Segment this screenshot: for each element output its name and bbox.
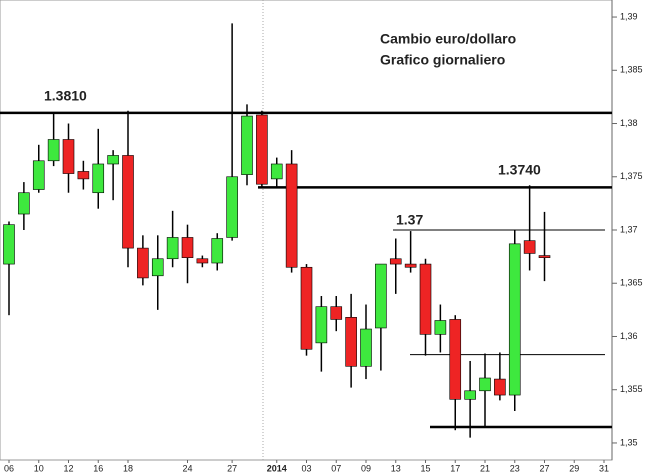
- y-tick-label: 1,38: [620, 118, 638, 128]
- candle-body: [256, 114, 268, 185]
- x-tick-label: 31: [599, 463, 609, 473]
- y-tick-label: 1,355: [620, 384, 643, 394]
- x-tick-label: 15: [420, 463, 430, 473]
- x-tick-label: 03: [301, 463, 311, 473]
- candle-body: [464, 390, 476, 400]
- chart-subtitle: Grafico giornaliero: [380, 52, 505, 68]
- x-tick-label: 17: [450, 463, 460, 473]
- x-tick-label: 06: [4, 463, 14, 473]
- x-tick-label: 2014: [267, 463, 287, 473]
- candle-body: [360, 328, 372, 367]
- x-tick-label: 24: [182, 463, 192, 473]
- candle-body: [151, 258, 164, 277]
- candle-body: [137, 247, 149, 279]
- candle-body: [434, 320, 447, 335]
- candle-body: [107, 155, 119, 165]
- candle-body: [62, 139, 75, 174]
- x-tick-label: 18: [123, 463, 133, 473]
- candle-body: [315, 306, 328, 344]
- x-tick-label: 16: [93, 463, 103, 473]
- x-tick-label: 10: [34, 463, 44, 473]
- y-tick-label: 1,365: [620, 278, 643, 288]
- candle-body: [345, 317, 357, 367]
- candle-body: [494, 378, 506, 396]
- candle-body: [419, 263, 432, 335]
- candle-body: [166, 237, 179, 260]
- x-tick-label: 29: [569, 463, 579, 473]
- candle-body: [479, 377, 491, 392]
- x-tick-label: 21: [480, 463, 490, 473]
- candle-body: [211, 238, 224, 264]
- candle-body: [122, 155, 134, 249]
- y-tick-label: 1,36: [620, 331, 638, 341]
- candle-body: [404, 263, 417, 268]
- x-tick-label: 27: [227, 463, 237, 473]
- x-tick-label: 09: [361, 463, 371, 473]
- y-tick-label: 1,375: [620, 171, 643, 181]
- candle-body: [18, 192, 30, 215]
- x-tick-label: 27: [539, 463, 549, 473]
- candle-body: [3, 224, 15, 265]
- y-tick-label: 1,385: [620, 65, 643, 75]
- candle-body: [285, 163, 298, 268]
- candle-body: [300, 266, 313, 350]
- candle-body: [32, 160, 45, 190]
- candle-body: [389, 258, 402, 265]
- candle-body: [270, 163, 283, 180]
- x-tick-label: 23: [510, 463, 520, 473]
- x-tick-label: 07: [331, 463, 341, 473]
- candle-body: [523, 240, 536, 254]
- level-label: 1.37: [396, 212, 423, 228]
- candle-body: [508, 243, 521, 396]
- candle-body: [330, 306, 343, 320]
- level-label: 1.3740: [498, 162, 541, 178]
- x-tick-label: 12: [63, 463, 73, 473]
- chart-title: Cambio euro/dollaro: [380, 31, 516, 47]
- candle-body: [538, 255, 551, 258]
- level-label: 1.3810: [44, 88, 87, 104]
- y-tick-label: 1,39: [620, 11, 638, 21]
- candle-body: [181, 237, 194, 258]
- candle-body: [226, 176, 238, 238]
- candle-body: [92, 163, 105, 194]
- candle-body: [449, 319, 462, 400]
- candle-body: [375, 263, 387, 329]
- candle-body: [241, 115, 253, 175]
- candle-body: [77, 171, 90, 180]
- candle-body: [196, 258, 209, 264]
- y-tick-label: 1,35: [620, 437, 638, 447]
- y-tick-label: 1,37: [620, 224, 638, 234]
- x-tick-label: 13: [391, 463, 401, 473]
- candle-body: [47, 139, 60, 162]
